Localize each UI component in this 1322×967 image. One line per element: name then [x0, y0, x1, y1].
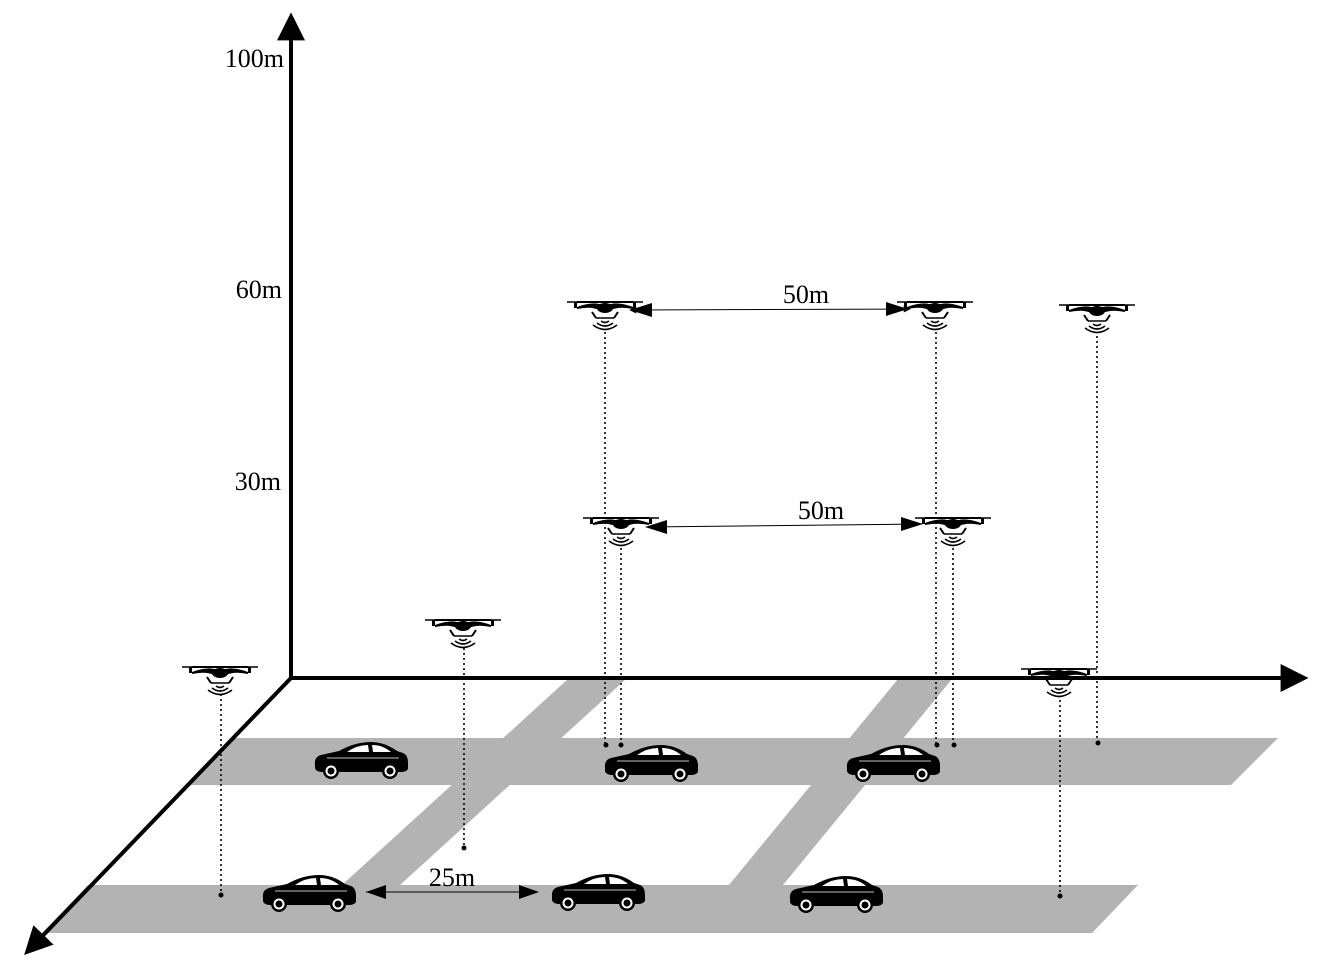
drone-icon: [914, 517, 992, 547]
road-network: [42, 679, 1278, 933]
vehicle-spacing: 25m: [366, 863, 539, 899]
uav-ground-projections: [218, 332, 1101, 899]
drone-icon: [566, 301, 644, 331]
drone-icon: [424, 619, 502, 649]
road-cross-right: [729, 679, 952, 885]
road-cross-left: [342, 679, 626, 885]
drone-icon: [896, 301, 974, 331]
uav-fleet: [181, 301, 1136, 698]
middle-uav-spacing-label: 50m: [798, 496, 844, 525]
altitude-label-30: 30m: [235, 467, 281, 496]
vehicle-spacing-label: 25m: [429, 863, 475, 892]
road-back-horizontal: [187, 738, 1278, 785]
upper-uav-spacing: 50m: [629, 280, 911, 317]
altitude-label-60: 60m: [236, 275, 282, 304]
drone-icon: [1020, 668, 1098, 698]
drone-icon: [181, 666, 259, 696]
drone-icon: [1058, 304, 1136, 334]
drone-icon: [582, 517, 660, 547]
depth-axis: [24, 676, 293, 956]
upper-uav-spacing-label: 50m: [783, 280, 829, 309]
coordinate-axes: [24, 12, 1309, 956]
middle-uav-spacing: 50m: [645, 496, 923, 534]
altitude-label-100: 100m: [225, 44, 284, 73]
